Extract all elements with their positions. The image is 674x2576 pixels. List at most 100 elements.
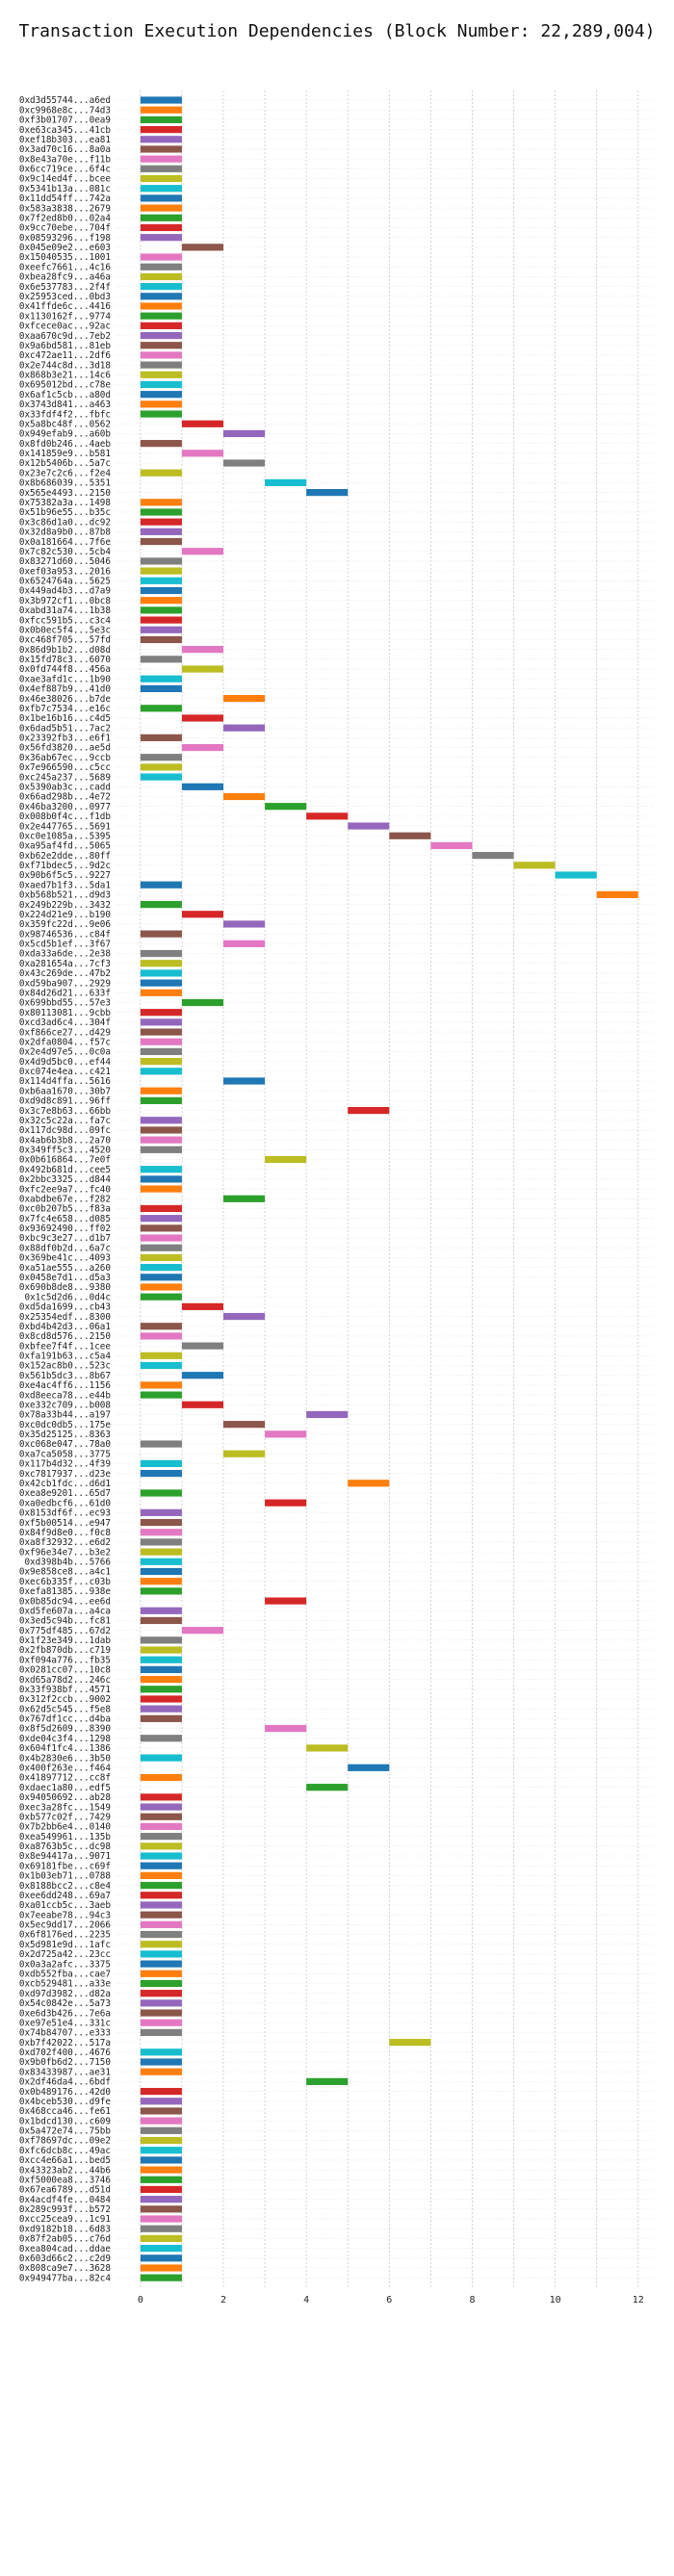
bar-0x5ec9dd17...2066 [140,1920,182,1928]
y-tick-label: 0x23e7c2c6...f2e4 [19,468,112,478]
bar-0x75382a3a...1498 [140,499,182,506]
y-tick-label: 0xc0dc0db5...175e [19,1420,112,1430]
y-tick-label: 0xf094a776...fb35 [19,1655,111,1665]
bar-0x54c0842e...5a73 [140,1999,182,2007]
y-tick-label: 0x604f1fc4...1386 [19,1743,111,1754]
y-tick-label: 0x1130162f...9774 [19,311,112,322]
bar-0x0a181664...7f6e [140,537,182,546]
y-tick-label: 0x33f938bf...4571 [19,1685,111,1695]
y-tick-label: 0xbea28fc9...a46a [19,272,111,283]
y-tick-label: 0x25354edf...8300 [19,1312,111,1323]
y-tick-label: 0x3ad70c16...8a0a [19,144,111,155]
bar-0x8cd8d576...2150 [140,1332,182,1340]
bar-0x4b2830e6...3b50 [140,1754,182,1762]
bar-0x9b0fb6d2...7150 [140,2058,182,2066]
bar-0x62d5c545...f5e8 [140,1705,182,1713]
bar-0x449ad4b3...d7a9 [140,586,182,595]
y-tick-label: 0x1f23e349...1dab [19,1636,112,1646]
y-tick-label: 0x3743d841...a463 [19,399,111,410]
y-tick-label: 0xc068e047...78a0 [19,1439,111,1450]
bar-0xc068e047...78a0 [140,1440,182,1448]
y-tick-label: 0xd59ba907...2929 [19,978,111,989]
y-tick-label: 0x114d4ffa...5616 [19,1076,111,1087]
bar-0x349ff5c3...4520 [140,1146,182,1153]
bar-0x4acdf4fe...0484 [140,2196,182,2203]
y-tick-label: 0x7c82c530...5cb4 [19,547,112,557]
y-tick-label: 0x78a33b44...a197 [19,1410,111,1421]
y-tick-label: 0x0b85dc94...ee6d [19,1596,111,1607]
y-tick-labels: 0xd3d55744...a6ed0xc9968e8c...74d30xf3b0… [19,95,112,2283]
y-tick-label: 0x5ec9dd17...2066 [19,1920,111,1931]
y-tick-label: 0x43323ab2...44b6 [19,2165,111,2176]
bar-0x492b681d...cee5 [140,1166,182,1173]
y-tick-label: 0xec6b335f...c03b [19,1577,112,1587]
y-tick-label: 0x349ff5c3...4520 [19,1146,111,1156]
bar-0x2bbc3325...d844 [140,1175,182,1183]
y-tick-label: 0x4ab6b3b8...2a70 [19,1135,111,1146]
bar-0xfc2ee9a7...fc40 [140,1185,182,1193]
y-tick-label: 0x9cc70ebe...704f [19,223,111,234]
y-tick-label: 0x41897712...cc8f [19,1773,111,1784]
y-tick-label: 0xcd3ad6c4...304f [19,1018,111,1028]
bar-0xf5000ea8...3746 [140,2176,182,2183]
y-tick-label: 0xcc4e66a1...bed5 [19,2155,111,2166]
y-tick-label: 0x0b616864...7e0f [19,1155,111,1166]
y-tick-label: 0x2dfa0804...f57c [19,1037,111,1047]
y-tick-label: 0x90b6f5c5...9227 [19,870,111,881]
y-tick-label: 0x5341b13a...081c [19,184,111,194]
bar-0x9a6bd581...81eb [140,342,182,349]
y-tick-label: 0x87f2ab05...c76d [19,2234,111,2245]
bar-0xea804cad...ddae [140,2245,182,2253]
y-tick-label: 0x0281cc07...10c8 [19,1665,111,1676]
y-tick-label: 0x2fb870db...c719 [19,1645,111,1656]
y-tick-label: 0x141859e9...b581 [19,449,111,459]
bar-0x2dfa0804...f57c [140,1038,182,1045]
bar-0x2fb870db...c719 [140,1646,182,1654]
y-tick-label: 0x4d9d5bc0...ef44 [19,1057,112,1068]
y-tick-label: 0xec3a28fc...1549 [19,1802,111,1813]
y-tick-label: 0x561b5dc3...8b67 [19,1371,111,1381]
bar-0x141859e9...b581 [181,450,223,457]
bar-0x25953ced...0bd3 [140,293,182,300]
y-tick-label: 0xaa670c9d...7eb2 [19,331,111,342]
bar-0x6f8176ed...2235 [140,1930,182,1939]
bar-0xbea28fc9...a46a [140,272,182,281]
y-tick-label: 0x565e4493...2150 [19,488,111,499]
bar-0x699bbd55...57e3 [181,998,223,1007]
bar-0x0458e7d1...d5a3 [140,1274,182,1281]
y-tick-label: 0x32d8a9b0...87b8 [19,528,111,538]
bar-0x0fd744f8...456a [181,665,223,673]
bar-0x3c86d1a0...dc92 [140,518,182,526]
y-tick-label: 0x117b4d32...4f39 [19,1459,111,1470]
bar-0xf866ce27...d429 [140,1028,182,1036]
y-tick-label: 0x8fd0b246...4aeb [19,439,112,450]
bar-0x1b03eb71...0788 [140,1871,182,1879]
x-tick-label-6: 6 [386,2295,392,2306]
y-tick-label: 0x045e09e2...e603 [19,243,111,253]
bar-0x2d725a42...23cc [140,1950,182,1958]
bar-0x2df46da4...6bdf [306,2077,349,2085]
bar-0x868b3e21...14c6 [140,371,182,378]
bar-0x4ab6b3b8...2a70 [140,1136,182,1144]
bar-0x1bdcd130...c609 [140,2117,182,2125]
y-tick-label: 0x43c269de...47b2 [19,968,111,979]
bar-0x8fd0b246...4aeb [140,440,182,448]
y-tick-label: 0x949efab9...a60b [19,429,112,440]
y-tick-label: 0xfb7c7534...e16c [19,704,111,714]
y-tick-label: 0x36ab67ec...9ccb [19,753,112,763]
y-tick-label: 0xa51ae555...a260 [19,1263,111,1274]
y-tick-label: 0x775df485...67d2 [19,1626,111,1636]
y-tick-label: 0xa7ca5058...3775 [19,1449,111,1459]
bar-0xdb552fba...cae7 [140,1970,182,1977]
bar-0x9e858ce8...a4c1 [140,1567,182,1576]
y-tick-label: 0x84d26d21...633f [19,988,111,998]
bar-0x94050692...ab28 [140,1793,182,1801]
y-tick-label: 0xa8f32932...e6d2 [19,1537,111,1548]
bar-0xde04c3f4...1298 [140,1735,182,1742]
bar-0xf094a776...fb35 [140,1656,182,1663]
y-tick-label: 0x93692490...ff02 [19,1224,111,1234]
y-tick-label: 0xcc25cea9...1c91 [19,2214,111,2225]
bar-0x561b5dc3...8b67 [181,1372,223,1379]
y-tick-label: 0x400f263e...f464 [19,1764,112,1774]
bar-0xaa670c9d...7eb2 [140,331,182,340]
